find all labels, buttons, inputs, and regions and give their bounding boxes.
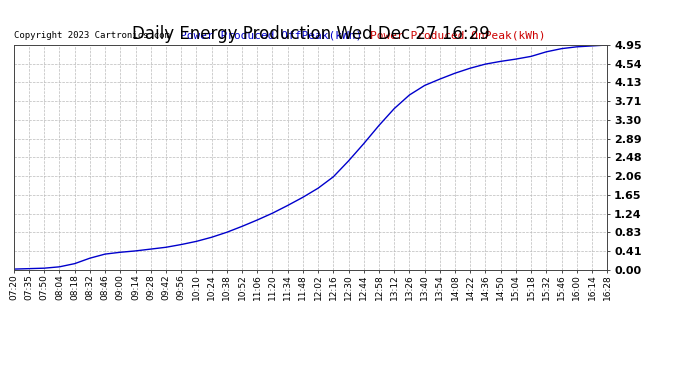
Text: Power Produced OnPeak(kWh): Power Produced OnPeak(kWh) [370, 30, 545, 40]
Text: Power Produced OffPeak(kWh): Power Produced OffPeak(kWh) [180, 30, 362, 40]
Title: Daily Energy Production Wed Dec 27 16:29: Daily Energy Production Wed Dec 27 16:29 [132, 26, 489, 44]
Text: Copyright 2023 Cartronics.com: Copyright 2023 Cartronics.com [14, 32, 170, 40]
